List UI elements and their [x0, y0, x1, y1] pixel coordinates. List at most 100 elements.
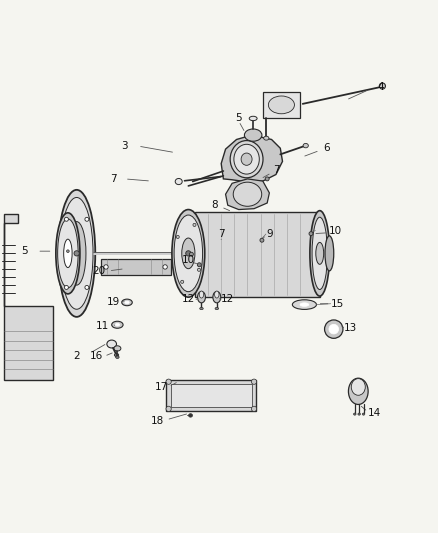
Text: 3: 3: [121, 141, 128, 151]
Ellipse shape: [172, 209, 205, 297]
Text: 6: 6: [323, 143, 330, 154]
Ellipse shape: [197, 263, 201, 266]
Ellipse shape: [182, 238, 195, 269]
Ellipse shape: [215, 291, 219, 298]
Ellipse shape: [58, 219, 78, 288]
Text: 17: 17: [155, 382, 168, 392]
Text: 2: 2: [73, 351, 80, 361]
Ellipse shape: [60, 197, 93, 309]
Text: 14: 14: [368, 408, 381, 418]
Ellipse shape: [188, 414, 193, 417]
Ellipse shape: [58, 190, 95, 317]
Bar: [171, 384, 252, 407]
Text: 12: 12: [182, 294, 195, 304]
Ellipse shape: [233, 182, 261, 206]
Ellipse shape: [166, 406, 171, 411]
Text: 7: 7: [218, 229, 225, 239]
Ellipse shape: [379, 83, 385, 89]
Ellipse shape: [67, 222, 86, 285]
Text: 10: 10: [182, 255, 195, 265]
Ellipse shape: [104, 265, 108, 269]
Ellipse shape: [249, 116, 257, 120]
Ellipse shape: [329, 324, 339, 334]
Polygon shape: [226, 179, 269, 209]
Ellipse shape: [174, 215, 203, 292]
Ellipse shape: [175, 179, 182, 184]
Ellipse shape: [251, 406, 257, 411]
Ellipse shape: [316, 243, 324, 264]
Ellipse shape: [325, 236, 334, 271]
Text: 11: 11: [96, 321, 110, 330]
Ellipse shape: [193, 223, 196, 227]
Ellipse shape: [64, 286, 68, 289]
Ellipse shape: [260, 238, 264, 242]
Ellipse shape: [186, 251, 191, 256]
Ellipse shape: [353, 413, 356, 415]
Ellipse shape: [122, 299, 132, 306]
Bar: [263, 92, 300, 118]
Ellipse shape: [303, 143, 308, 148]
Ellipse shape: [348, 378, 368, 405]
Ellipse shape: [325, 320, 343, 338]
Ellipse shape: [268, 96, 294, 114]
Text: 13: 13: [344, 323, 357, 333]
Polygon shape: [195, 212, 320, 297]
Text: 9: 9: [266, 229, 273, 239]
Ellipse shape: [292, 300, 316, 310]
Polygon shape: [4, 214, 53, 381]
Text: 4: 4: [378, 82, 385, 92]
Ellipse shape: [265, 177, 269, 181]
Ellipse shape: [180, 280, 184, 284]
Ellipse shape: [200, 308, 203, 310]
Ellipse shape: [74, 251, 79, 256]
Ellipse shape: [189, 252, 194, 256]
Text: 16: 16: [90, 351, 103, 361]
Text: 10: 10: [328, 227, 342, 237]
Ellipse shape: [85, 286, 89, 289]
Ellipse shape: [163, 265, 167, 269]
Ellipse shape: [56, 213, 80, 294]
Ellipse shape: [230, 141, 263, 178]
Ellipse shape: [67, 250, 69, 253]
Ellipse shape: [310, 211, 330, 296]
Text: 15: 15: [331, 298, 344, 309]
Text: 12: 12: [221, 294, 234, 304]
Ellipse shape: [125, 301, 129, 304]
Ellipse shape: [300, 303, 309, 306]
Ellipse shape: [351, 378, 365, 395]
Text: 19: 19: [106, 296, 120, 306]
Ellipse shape: [115, 324, 120, 326]
Ellipse shape: [215, 308, 219, 310]
Ellipse shape: [114, 353, 119, 357]
Ellipse shape: [114, 346, 121, 351]
Ellipse shape: [107, 340, 117, 348]
Polygon shape: [221, 135, 283, 182]
Ellipse shape: [362, 413, 365, 415]
Ellipse shape: [213, 292, 221, 303]
Ellipse shape: [234, 144, 259, 174]
Ellipse shape: [85, 217, 89, 221]
Ellipse shape: [358, 413, 360, 415]
Text: 7: 7: [272, 165, 279, 175]
Text: 8: 8: [211, 200, 218, 210]
Ellipse shape: [166, 379, 171, 384]
Ellipse shape: [198, 292, 205, 303]
Ellipse shape: [198, 268, 201, 271]
Ellipse shape: [176, 236, 179, 238]
Ellipse shape: [112, 321, 123, 328]
Text: 18: 18: [151, 416, 164, 426]
Ellipse shape: [241, 153, 252, 165]
Text: 5: 5: [21, 246, 28, 256]
Text: 7: 7: [110, 174, 117, 184]
Ellipse shape: [251, 379, 257, 384]
Ellipse shape: [264, 136, 269, 140]
Ellipse shape: [244, 129, 262, 141]
Ellipse shape: [64, 239, 72, 268]
Ellipse shape: [312, 217, 328, 289]
Text: 20: 20: [92, 266, 105, 276]
Bar: [166, 379, 256, 411]
Ellipse shape: [116, 356, 119, 359]
Ellipse shape: [309, 232, 313, 236]
Ellipse shape: [199, 291, 204, 298]
Polygon shape: [101, 259, 171, 275]
